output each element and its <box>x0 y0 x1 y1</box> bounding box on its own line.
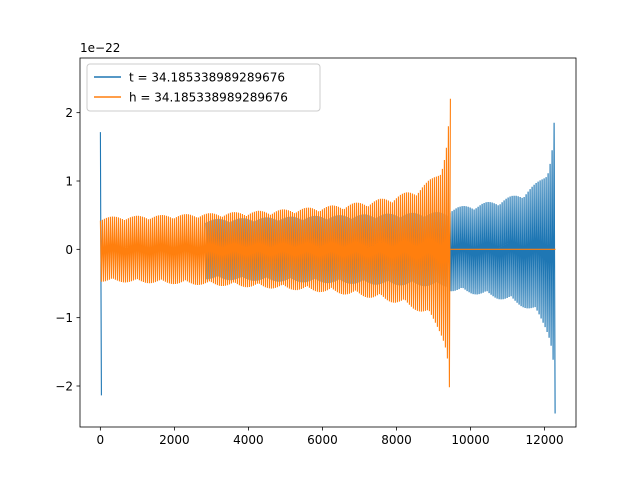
series-layer <box>99 98 556 414</box>
x-tick-label: 12000 <box>525 433 563 447</box>
legend-label-h: h = 34.185338989289676 <box>129 91 288 105</box>
x-tick-label: 0 <box>97 433 105 447</box>
series-line-h <box>99 98 556 388</box>
x-tick-label: 8000 <box>381 433 412 447</box>
y-offset-label: 1e−22 <box>80 41 120 55</box>
legend-label-t: t = 34.185338989289676 <box>129 71 285 85</box>
x-tick-label: 6000 <box>307 433 338 447</box>
legend: t = 34.185338989289676 h = 34.18533898928… <box>86 63 321 112</box>
x-tick-label: 2000 <box>159 433 190 447</box>
x-tick-label: 4000 <box>233 433 264 447</box>
y-tick-label: 1 <box>65 175 73 189</box>
y-tick-label: −2 <box>55 380 73 394</box>
y-tick-label: 2 <box>65 106 73 120</box>
y-tick-label: −1 <box>55 311 73 325</box>
y-tick-label: 0 <box>65 243 73 257</box>
axes-layer: 0 2000 4000 6000 8000 10000 12000 −2 −1 0 1 2 <box>55 57 577 447</box>
legend-box <box>86 63 321 112</box>
plot-frame <box>79 57 577 428</box>
x-tick-label: 10000 <box>451 433 489 447</box>
